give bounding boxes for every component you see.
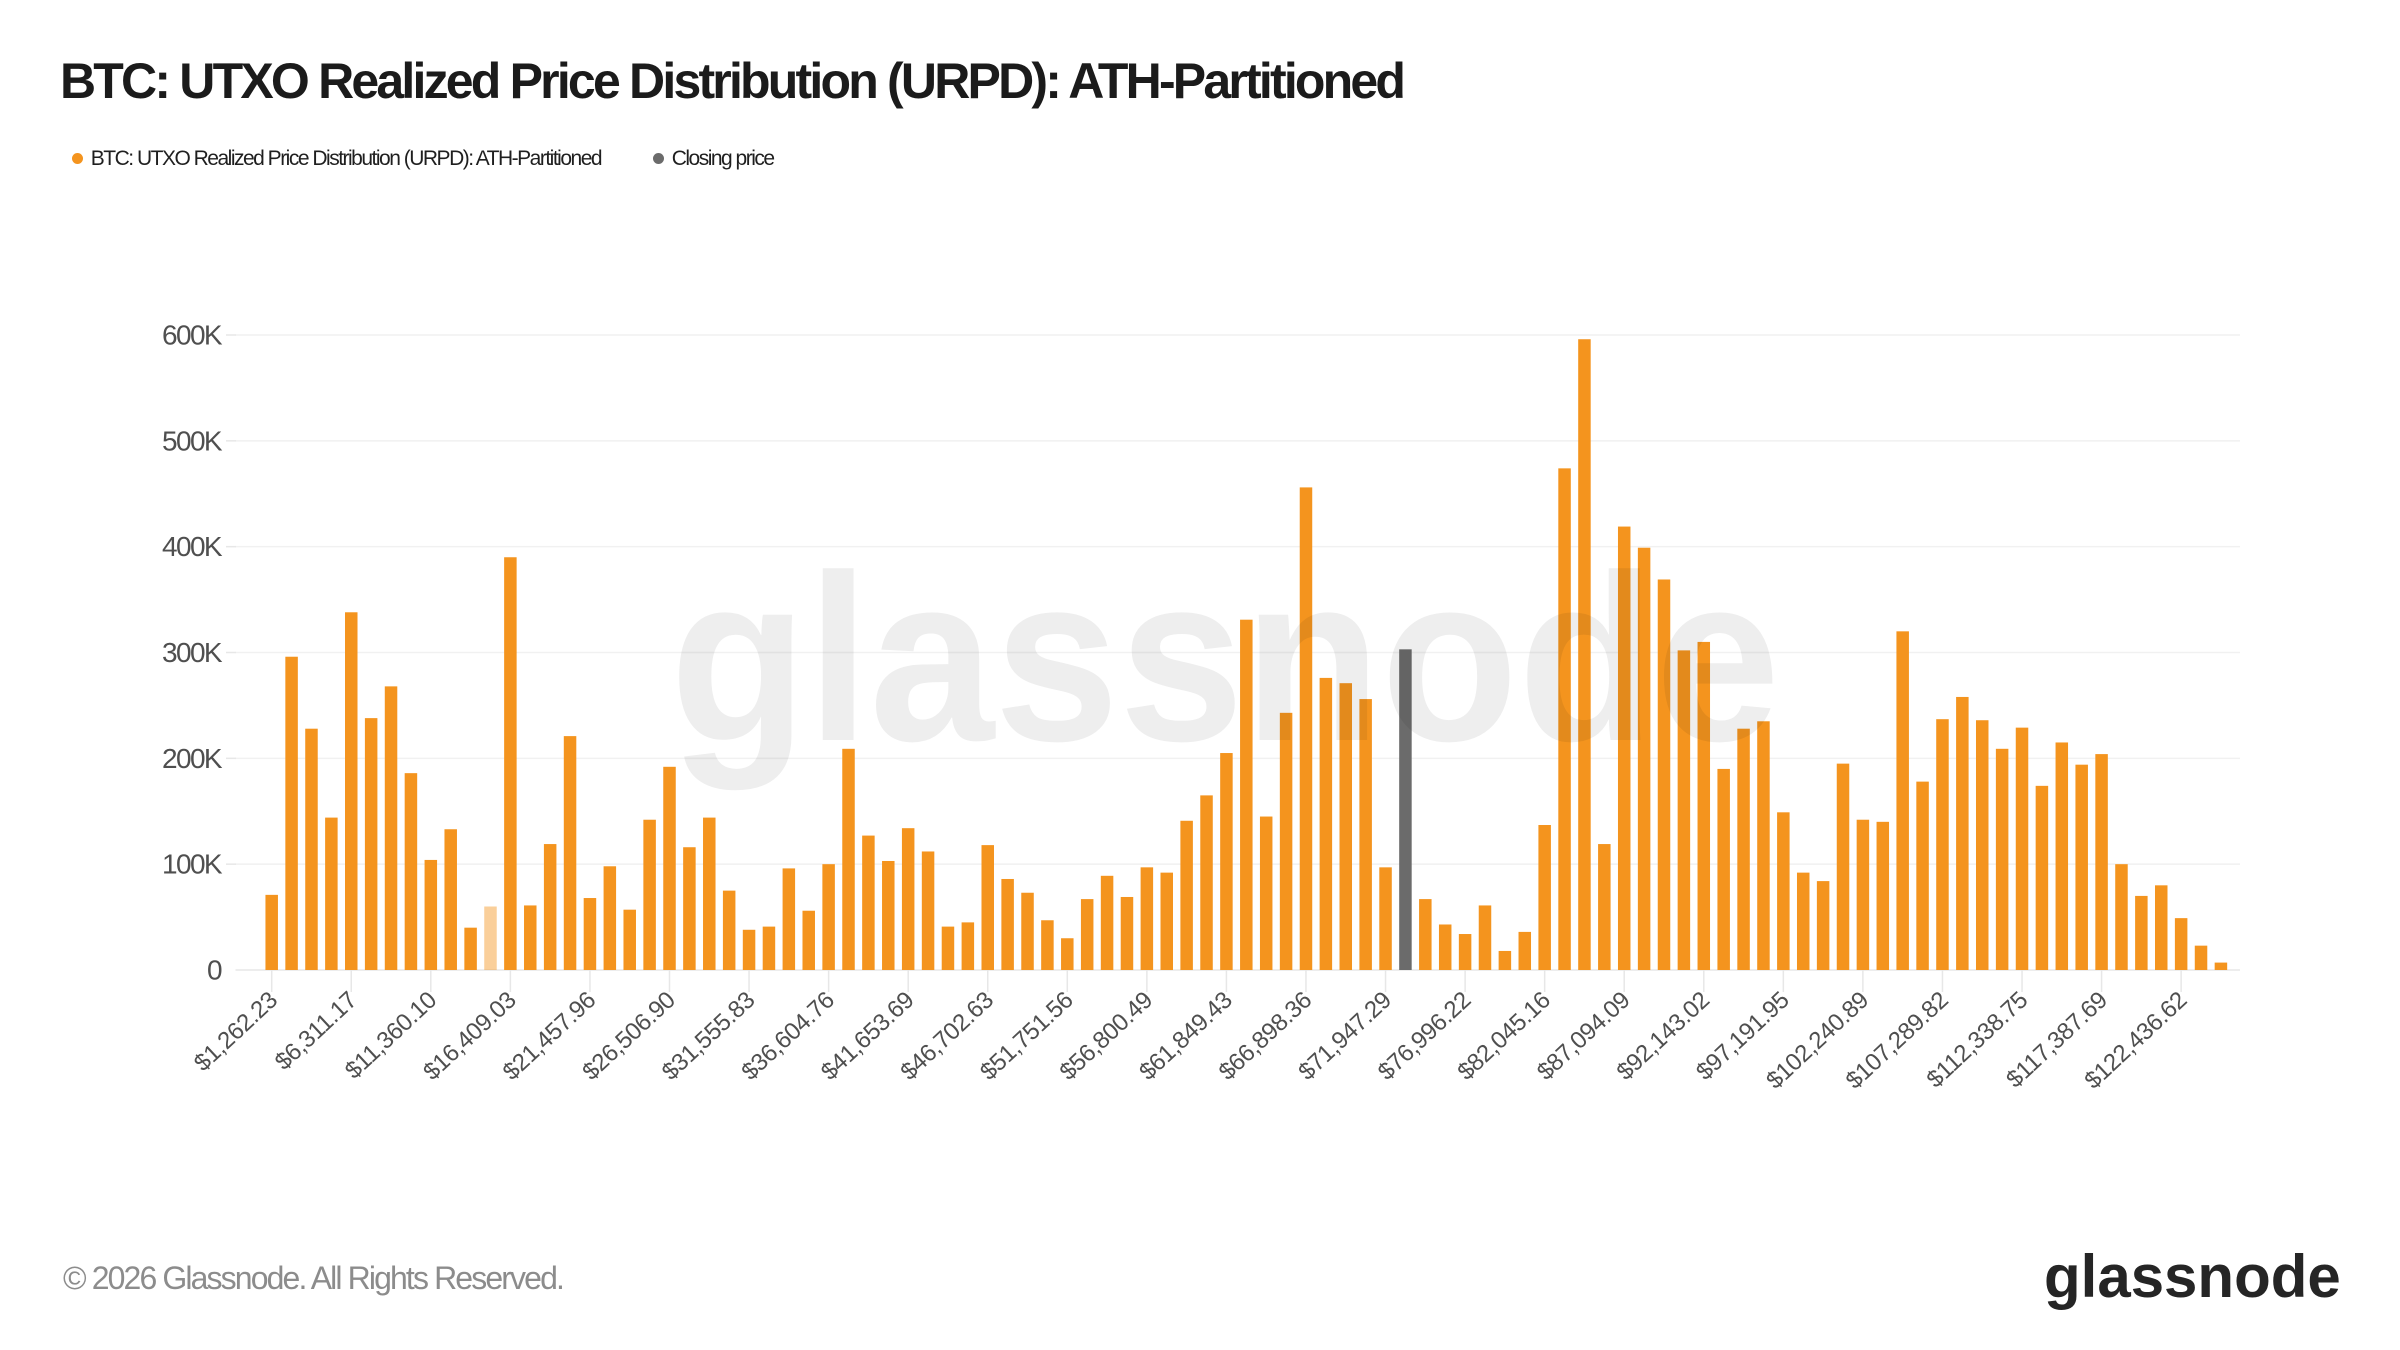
svg-text:300K: 300K xyxy=(162,637,223,668)
svg-text:100K: 100K xyxy=(162,849,223,880)
svg-text:500K: 500K xyxy=(162,425,223,456)
svg-text:0: 0 xyxy=(207,955,222,986)
svg-text:600K: 600K xyxy=(162,320,223,351)
svg-text:$1,262.23: $1,262.23 xyxy=(189,987,283,1077)
svg-text:200K: 200K xyxy=(162,743,223,774)
svg-text:400K: 400K xyxy=(162,531,223,562)
